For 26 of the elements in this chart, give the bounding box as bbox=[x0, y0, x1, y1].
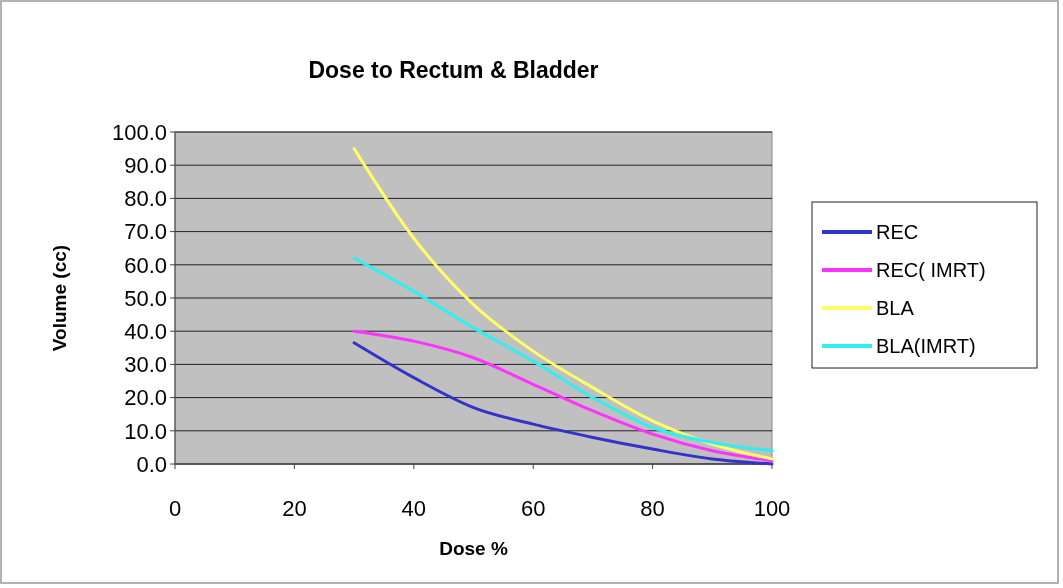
x-tick-label: 40 bbox=[401, 496, 427, 521]
legend-label: REC bbox=[876, 221, 919, 243]
x-tick-label: 0 bbox=[168, 496, 182, 521]
legend-label: REC( IMRT) bbox=[876, 259, 986, 281]
y-tick-label: 70.0 bbox=[124, 219, 167, 245]
x-tick-label: 100 bbox=[753, 496, 791, 521]
line-series bbox=[352, 256, 774, 453]
y-tick-label: 90.0 bbox=[124, 152, 167, 178]
line-series bbox=[352, 147, 774, 461]
legend-label: BLA(IMRT) bbox=[876, 335, 976, 357]
y-tick-label: 40.0 bbox=[124, 318, 167, 344]
y-tick-label: 60.0 bbox=[124, 252, 167, 278]
y-axis-title: Volume (cc) bbox=[49, 244, 70, 352]
y-tick-label: 0.0 bbox=[136, 451, 167, 477]
legend-label: BLA bbox=[876, 297, 915, 319]
y-tick-label: 30.0 bbox=[124, 352, 167, 378]
y-tick-label: 100.0 bbox=[111, 119, 167, 145]
x-tick-label: 20 bbox=[282, 496, 307, 521]
chart-title: Dose to Rectum & Bladder bbox=[308, 57, 599, 83]
y-tick-label: 50.0 bbox=[124, 285, 167, 311]
y-tick-label: 20.0 bbox=[124, 385, 167, 411]
x-tick-label: 60 bbox=[520, 496, 546, 521]
x-axis-title: Dose % bbox=[439, 538, 508, 559]
y-tick-label: 80.0 bbox=[124, 186, 167, 212]
x-tick-label: 80 bbox=[640, 496, 665, 521]
y-tick-label: 10.0 bbox=[124, 418, 167, 444]
